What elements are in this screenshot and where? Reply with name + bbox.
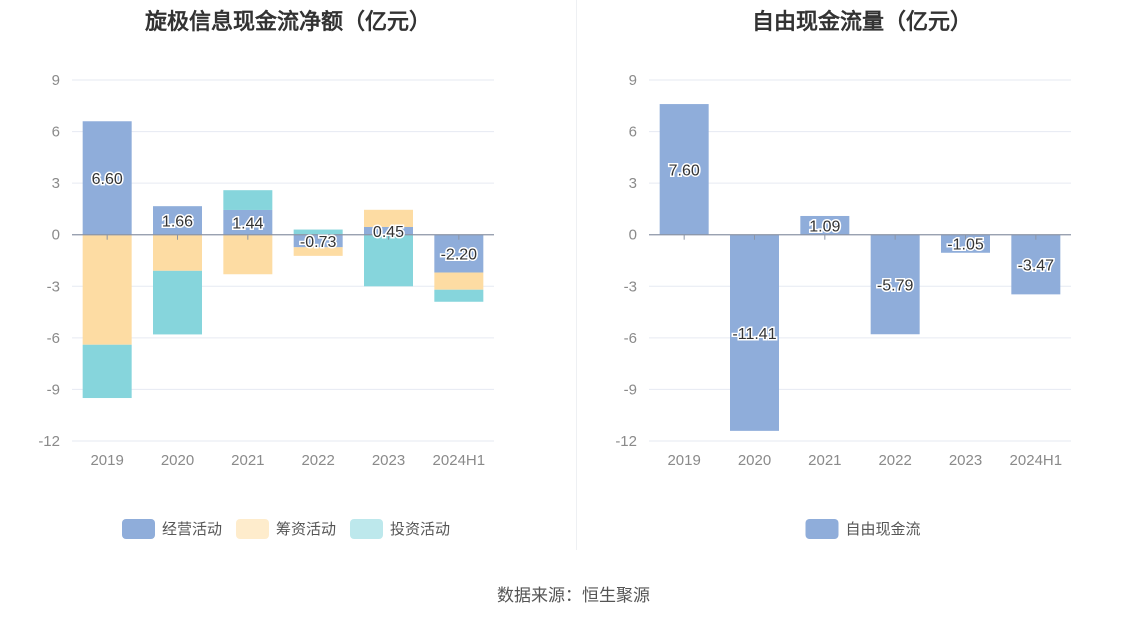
bar-stack-1	[293, 247, 343, 256]
y-tick-label: 0	[629, 227, 637, 244]
y-tick-label: -3	[624, 278, 637, 295]
legend-label: 自由现金流	[846, 521, 921, 538]
x-tick-label: 2022	[301, 452, 334, 469]
bar-primary	[223, 209, 273, 235]
data-label: -0.73	[300, 234, 337, 251]
data-label: 0.45	[373, 224, 404, 241]
x-tick-label: 2019	[90, 452, 123, 469]
bar-primary	[730, 234, 779, 431]
x-tick-label: 2023	[949, 452, 982, 469]
data-label: 1.44	[232, 215, 263, 232]
y-tick-label: 3	[52, 175, 60, 192]
data-label: -3.47	[1018, 258, 1055, 275]
x-tick-label: 2020	[161, 452, 194, 469]
bar-stack-2	[293, 229, 343, 235]
y-tick-label: -6	[47, 330, 60, 347]
data-label: -5.79	[877, 277, 914, 294]
bar-primary	[800, 215, 850, 235]
x-tick-label: 2021	[231, 452, 264, 469]
data-label: 6.60	[92, 171, 123, 188]
x-tick-label: 2019	[667, 452, 700, 469]
data-label: 1.66	[162, 213, 193, 230]
y-tick-label: 6	[629, 124, 637, 141]
chart-title: 自由现金流量（亿元）	[751, 9, 972, 34]
y-tick-label: -9	[624, 381, 637, 398]
legend-label: 投资活动	[390, 521, 450, 538]
legend-label: 筹资活动	[276, 521, 336, 538]
legend-swatch	[805, 519, 839, 539]
bar-primary	[82, 121, 132, 235]
y-tick-label: -12	[38, 433, 60, 450]
bar-stack-2	[153, 270, 202, 335]
bar-stack-1	[153, 234, 202, 271]
y-tick-label: 6	[52, 124, 60, 141]
y-tick-label: -9	[47, 381, 60, 398]
bar-stack-1	[82, 234, 132, 345]
x-tick-label: 2021	[808, 452, 841, 469]
legend-label: 经营活动	[162, 521, 222, 538]
bar-stack-2	[434, 289, 484, 302]
free-cashflow-chart: 9 6 3 0 -3 -6 -9 -12 7.60 -11.41 1.09 -5.79 -1.05 -3.…	[615, 72, 1071, 539]
bar-primary	[293, 234, 343, 248]
data-label: -2.20	[441, 247, 478, 264]
legend-swatch	[236, 519, 269, 539]
bar-stack-1	[223, 234, 273, 275]
x-tick-label: 2024H1	[1010, 452, 1063, 469]
bar-primary	[870, 234, 920, 335]
panel-divider	[576, 0, 577, 550]
bar-stack-2	[82, 344, 132, 399]
data-label: 1.09	[809, 218, 840, 235]
data-label: -1.05	[947, 237, 984, 254]
x-tick-label: 2022	[878, 452, 911, 469]
y-tick-label: -3	[47, 278, 60, 295]
y-tick-label: 9	[629, 72, 637, 89]
net-cashflow-chart: 9 6 3 0 -3 -6 -9 -12 6.60 1.66 1.44 -0.73 0.45 -2.20 2…	[38, 72, 494, 539]
legend-swatch	[350, 519, 383, 539]
y-tick-label: -6	[624, 330, 637, 347]
x-tick-label: 2023	[372, 452, 405, 469]
y-tick-label: 9	[52, 72, 60, 89]
bar-stack-2	[364, 234, 413, 287]
bar-primary	[659, 104, 709, 235]
x-tick-label: 2020	[738, 452, 771, 469]
bar-stack-1	[364, 209, 413, 227]
data-label: 7.60	[669, 162, 700, 179]
bar-stack-1	[434, 272, 484, 290]
net-cashflow-chart-panel: 旋极信息现金流净额（亿元） 9 6 3 0 -3 -6 -9 -12 6.60 1.66 1.44 -…	[0, 0, 576, 560]
bar-stack-2	[223, 190, 273, 210]
chart-title: 旋极信息现金流净额（亿元）	[144, 9, 431, 34]
free-cashflow-chart-panel: 自由现金流量（亿元） 9 6 3 0 -3 -6 -9 -12 7.60 -11.41 1.09 -5…	[577, 0, 1147, 560]
legend-swatch	[122, 519, 155, 539]
bar-primary	[153, 206, 202, 235]
bar-primary	[1011, 234, 1061, 295]
data-source-note: 数据来源：恒生聚源	[497, 586, 650, 605]
y-tick-label: -12	[615, 433, 637, 450]
bar-primary	[364, 226, 413, 235]
data-label: -11.41	[732, 326, 776, 343]
y-tick-label: 0	[52, 227, 60, 244]
y-tick-label: 3	[629, 175, 637, 192]
bar-primary	[434, 234, 484, 273]
x-tick-label: 2024H1	[433, 452, 486, 469]
bar-primary	[941, 234, 990, 253]
